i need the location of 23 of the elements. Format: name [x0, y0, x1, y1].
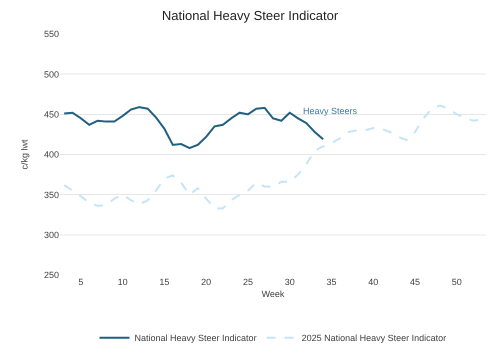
- x-axis-title: Week: [262, 288, 285, 299]
- annotation: Heavy Steers: [303, 106, 358, 116]
- x-tick-label: 20: [201, 277, 212, 287]
- y-tick-label: 350: [44, 190, 59, 200]
- y-tick-label: 400: [44, 150, 59, 160]
- y-tick-label: 250: [44, 270, 59, 280]
- y-tick-label: 500: [44, 69, 59, 80]
- chart-title: National Heavy Steer Indicator: [162, 8, 339, 24]
- y-tick-label: 300: [44, 230, 59, 240]
- x-tick-label: 40: [368, 277, 378, 287]
- y-tick-label: 550: [44, 29, 59, 40]
- x-tick-label: 15: [159, 277, 170, 287]
- y-tick-label: 450: [44, 109, 59, 120]
- legend-label: National Heavy Steer Indicator: [134, 333, 257, 344]
- y-axis-title: c/kg lwt: [19, 139, 30, 170]
- x-tick-label: 50: [452, 277, 462, 287]
- x-tick-label: 35: [326, 277, 336, 287]
- x-tick-label: 45: [410, 277, 420, 287]
- x-tick-label: 5: [78, 277, 84, 287]
- x-tick-label: 10: [118, 277, 128, 287]
- x-tick-label: 25: [242, 277, 253, 287]
- x-tick-label: 30: [284, 277, 295, 287]
- legend-label: 2025 National Heavy Steer Indicator: [302, 333, 446, 344]
